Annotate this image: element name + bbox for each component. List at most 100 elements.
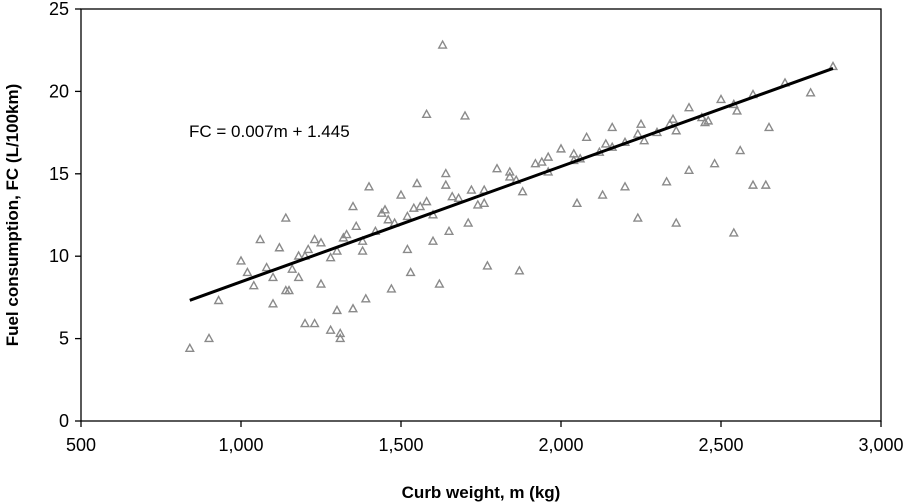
- data-point: [267, 298, 279, 308]
- data-point: [607, 122, 618, 132]
- data-point: [331, 304, 343, 315]
- data-point: [309, 318, 320, 328]
- data-point: [536, 156, 547, 166]
- data-point: [360, 293, 371, 303]
- data-point: [805, 87, 816, 97]
- data-point: [303, 243, 314, 254]
- data-point: [437, 39, 448, 49]
- data-point: [379, 204, 391, 214]
- y-tick-label: 15: [49, 164, 69, 184]
- data-point: [479, 197, 490, 207]
- data-point: [530, 158, 541, 168]
- data-point: [325, 324, 336, 334]
- data-point: [440, 168, 451, 178]
- data-point: [405, 267, 416, 277]
- data-point: [443, 225, 455, 235]
- data-point: [402, 210, 413, 221]
- data-point: [242, 267, 253, 277]
- data-point: [709, 158, 720, 168]
- x-tick-label: 500: [66, 435, 96, 455]
- data-point: [293, 250, 304, 260]
- data-point: [357, 245, 368, 255]
- data-point: [213, 295, 224, 305]
- data-point: [568, 148, 579, 158]
- data-point: [261, 262, 272, 272]
- data-point: [395, 189, 407, 199]
- y-tick-label: 25: [49, 0, 69, 19]
- data-point: [763, 122, 775, 132]
- y-axis-title: Fuel consumption, FC (L/100km): [3, 84, 22, 347]
- data-point: [683, 164, 695, 175]
- x-tick-label: 1,500: [378, 435, 423, 455]
- data-point: [699, 117, 711, 127]
- data-point: [504, 166, 515, 176]
- x-tick-label: 2,000: [538, 435, 583, 455]
- data-point: [421, 196, 432, 206]
- data-point: [597, 189, 608, 199]
- data-point: [671, 125, 682, 135]
- data-point: [463, 217, 474, 227]
- data-point: [357, 235, 368, 245]
- data-point: [514, 265, 525, 275]
- data-point: [619, 181, 631, 191]
- data-point: [402, 243, 413, 254]
- data-point: [447, 191, 458, 201]
- plot-area: [80, 8, 882, 422]
- data-point: [459, 110, 471, 120]
- data-point: [635, 118, 647, 128]
- data-point: [581, 131, 592, 142]
- data-point: [335, 332, 346, 343]
- data-point: [386, 283, 397, 293]
- data-point: [434, 278, 445, 288]
- trendline: [189, 66, 834, 302]
- data-point: [203, 332, 215, 343]
- data-point: [338, 232, 349, 242]
- data-point: [466, 184, 477, 194]
- data-point: [376, 207, 387, 217]
- data-point: [415, 201, 426, 211]
- data-point: [309, 234, 320, 244]
- data-point: [571, 197, 583, 207]
- data-point: [421, 108, 432, 118]
- data-point: [683, 102, 695, 112]
- data-point: [411, 178, 423, 188]
- data-point: [341, 229, 352, 239]
- data-point: [482, 260, 493, 270]
- data-point: [293, 271, 304, 282]
- data-point: [408, 202, 419, 212]
- data-point: [632, 212, 643, 222]
- data-point: [661, 176, 672, 186]
- data-point: [235, 255, 247, 265]
- data-point: [331, 245, 343, 255]
- data-point: [184, 342, 195, 352]
- data-point: [472, 199, 483, 209]
- data-point: [299, 318, 311, 328]
- data-point: [383, 214, 394, 224]
- data-point: [325, 252, 336, 262]
- y-tick-label: 5: [59, 329, 69, 349]
- data-point: [347, 201, 359, 211]
- data-point: [600, 138, 611, 148]
- data-point: [287, 263, 298, 273]
- data-point: [427, 235, 439, 245]
- data-point: [543, 151, 554, 161]
- data-point: [735, 145, 746, 155]
- data-point: [760, 179, 771, 189]
- data-point: [440, 179, 451, 189]
- data-point: [504, 171, 515, 181]
- data-point: [347, 303, 359, 313]
- data-point: [315, 278, 327, 288]
- data-point: [671, 217, 682, 227]
- data-point: [728, 227, 739, 237]
- data-point: [315, 237, 327, 247]
- data-point: [274, 242, 285, 252]
- y-tick-label: 10: [49, 246, 69, 266]
- data-point: [363, 181, 375, 191]
- data-point: [517, 186, 528, 196]
- data-point: [731, 105, 743, 115]
- data-point: [491, 163, 503, 173]
- x-tick-label: 2,500: [698, 435, 743, 455]
- data-point: [267, 271, 279, 282]
- trendline-equation: FC = 0.007m + 1.445: [189, 122, 350, 141]
